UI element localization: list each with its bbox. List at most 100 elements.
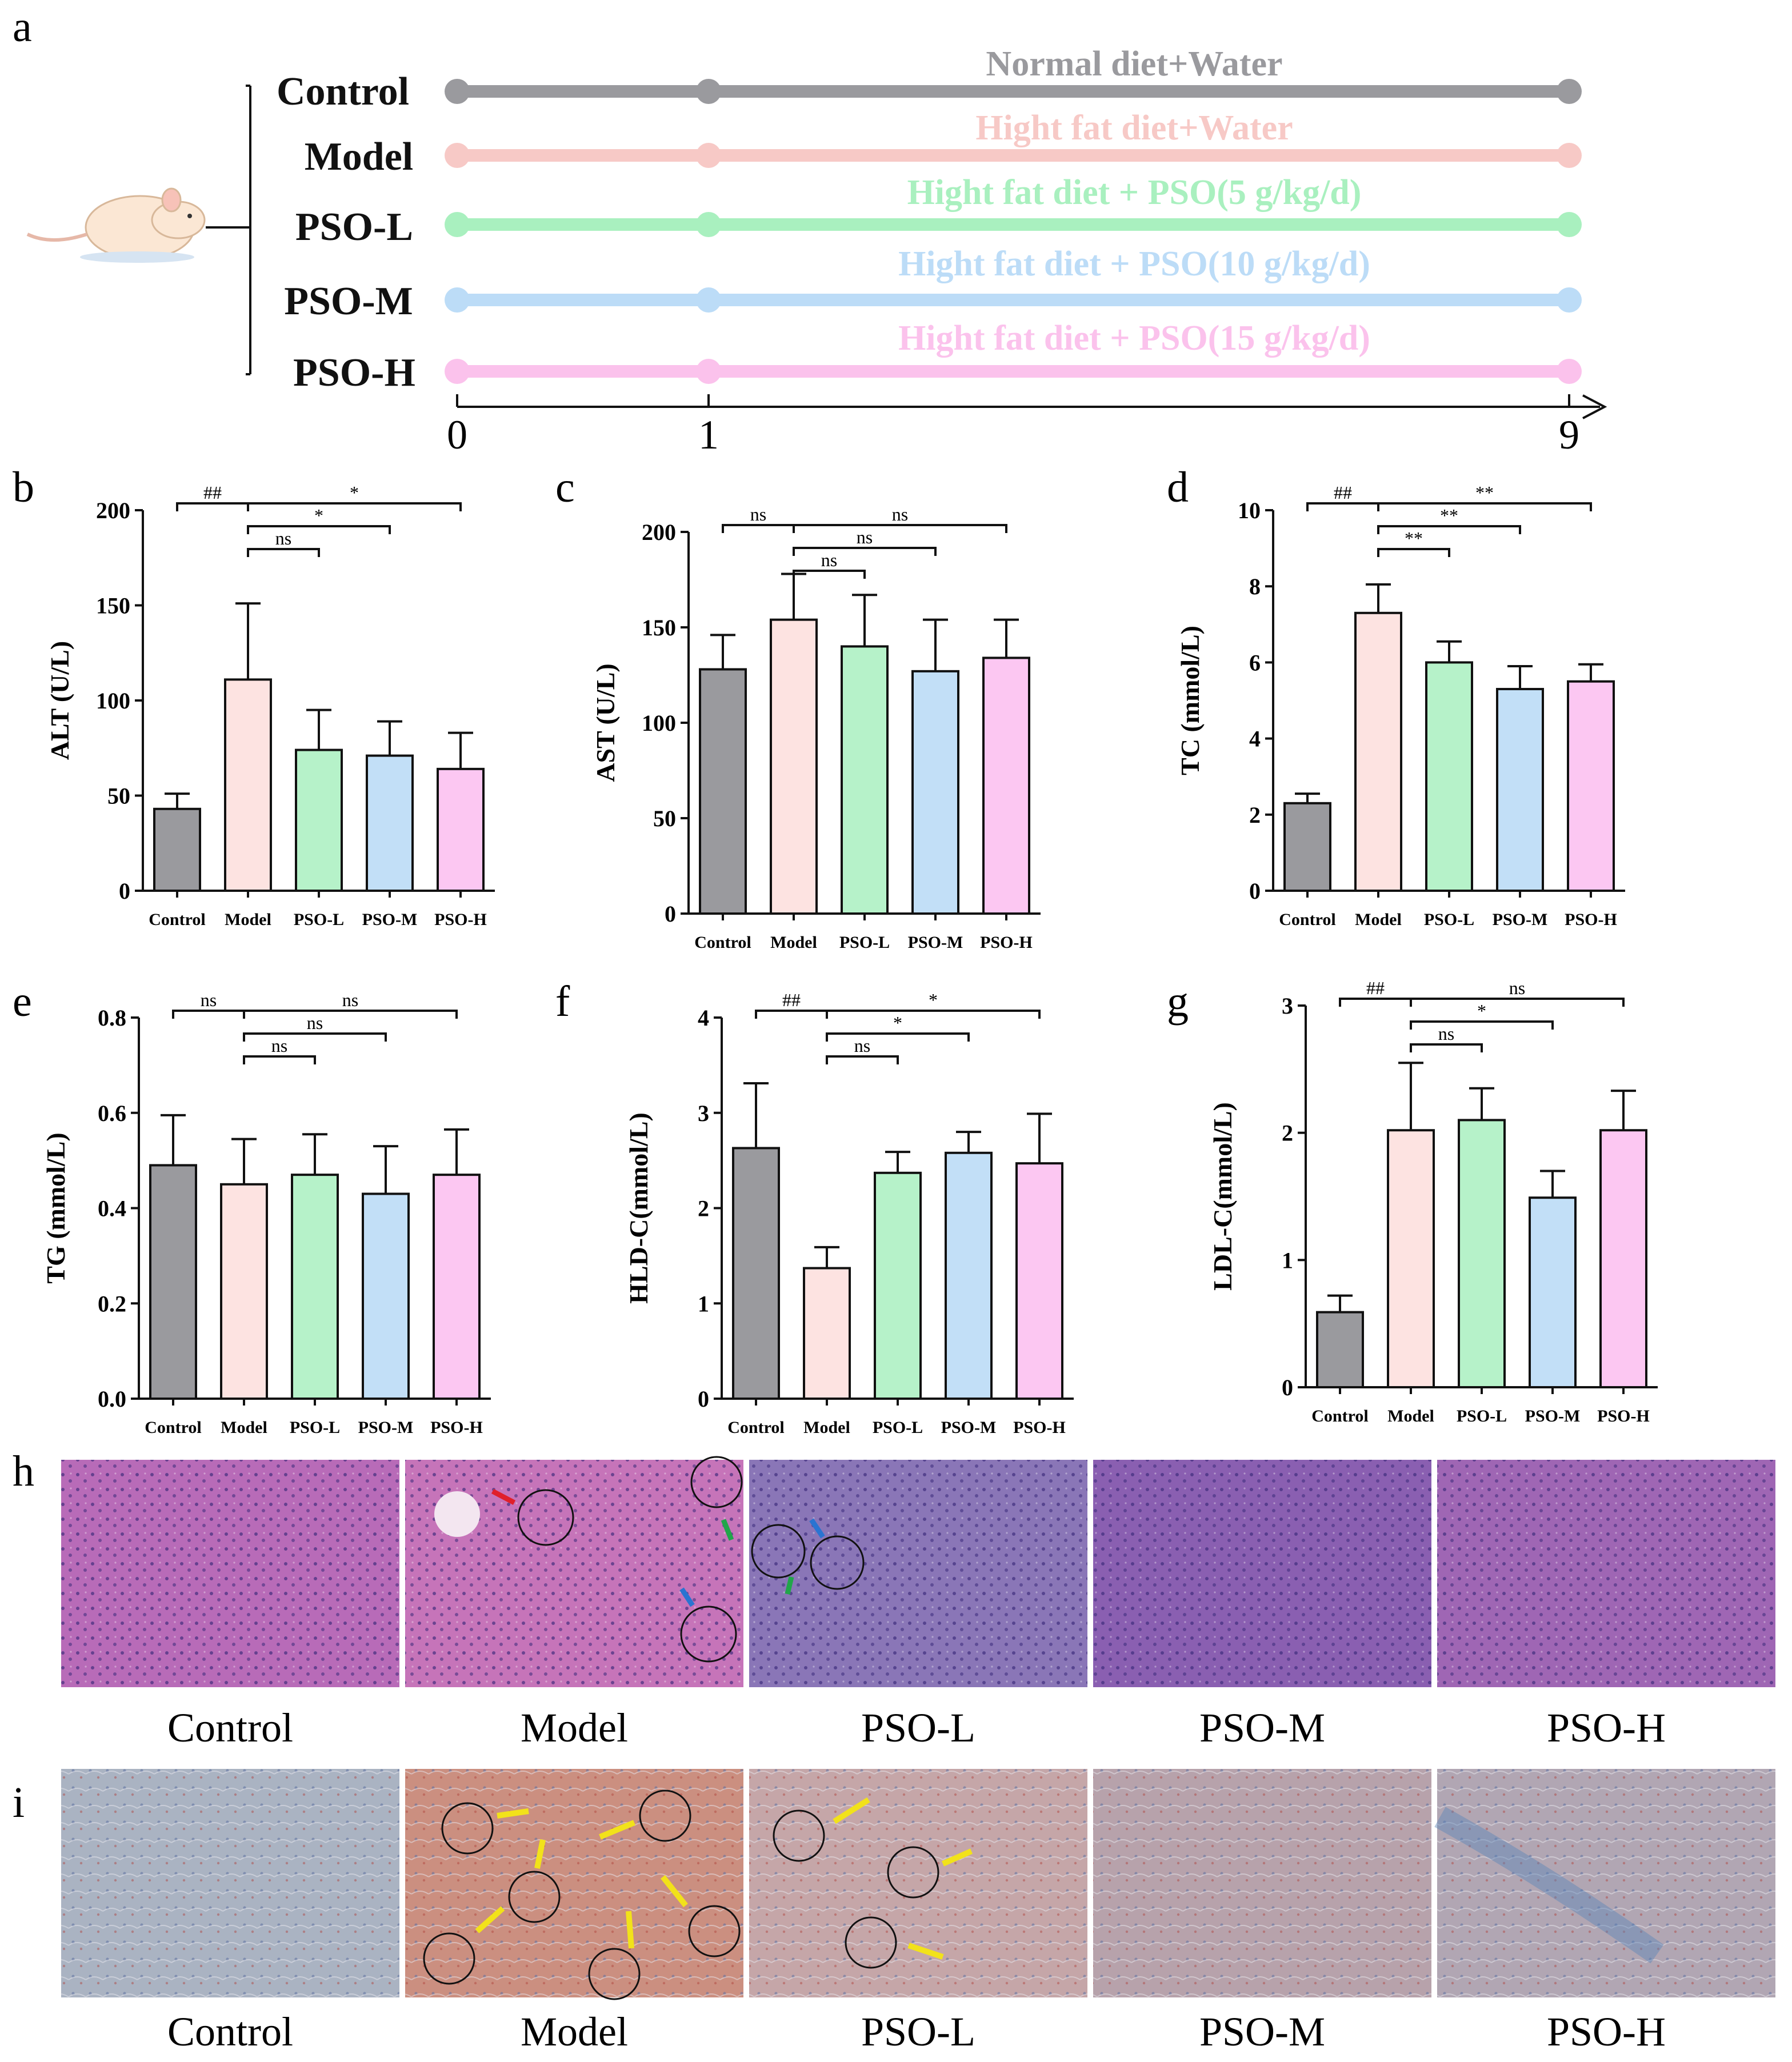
bar — [1015, 1162, 1063, 1400]
y-tick-label: 0 — [698, 1386, 709, 1412]
group-name: PSO-M — [284, 279, 413, 323]
bar — [841, 645, 889, 915]
significance-bracket — [1306, 502, 1379, 511]
bar — [362, 1192, 410, 1400]
x-tick-label: Model — [770, 933, 817, 952]
he-image-model: Model — [405, 1456, 743, 1751]
treatment-label: Normal diet+Water — [986, 45, 1282, 83]
y-tick-label: 10 — [1238, 498, 1261, 523]
significance-bracket — [722, 524, 795, 533]
significance-label: ns — [1438, 1023, 1454, 1044]
bar — [1316, 1311, 1364, 1389]
bar — [1425, 661, 1473, 892]
y-tick-label: 0.4 — [98, 1196, 126, 1222]
y-tick-label: 3 — [1282, 993, 1293, 1019]
group-line-pso-l: PSO-L Hight fat diet + PSO(5 g/kg/d) — [295, 173, 1582, 249]
panel-letter-i: i — [13, 1779, 25, 1827]
time-tick-label: 0 — [447, 412, 467, 458]
bar — [1496, 688, 1544, 892]
bar — [911, 670, 959, 915]
bar — [1387, 1129, 1435, 1389]
x-tick-label: PSO-H — [1013, 1418, 1066, 1437]
y-tick-label: 150 — [642, 615, 676, 640]
time-tick-label: 9 — [1559, 412, 1579, 458]
bar — [945, 1151, 993, 1400]
significance-label: ns — [201, 990, 217, 1010]
x-tick-label: Model — [803, 1418, 850, 1437]
group-line-control: Control Normal diet+Water — [277, 45, 1582, 114]
panel-letter-a: a — [13, 3, 32, 51]
bar — [732, 1147, 780, 1400]
y-axis-label: HLD-C(mmol/L) — [624, 1112, 653, 1304]
significance-label: ** — [1405, 528, 1423, 548]
significance-bracket — [793, 570, 866, 579]
significance-label: ** — [1440, 505, 1458, 526]
bar — [1529, 1196, 1577, 1388]
panel-letter-d: d — [1167, 463, 1189, 511]
significance-label: ns — [307, 1012, 323, 1033]
bar — [699, 668, 747, 915]
y-tick-label: 0.2 — [98, 1291, 126, 1316]
bar — [1599, 1129, 1647, 1389]
significance-label: ## — [1366, 978, 1385, 998]
caption: PSO-H — [1547, 2009, 1666, 2055]
chart-ldl-c: 0 1 2 3 LDL-C(mmol/L) Control Model PSO-L PSO-M P… — [1208, 978, 1658, 1426]
time-axis: 0 1 9 — [447, 394, 1607, 458]
significance-label: ns — [1509, 978, 1525, 998]
x-tick-label: Control — [727, 1418, 784, 1437]
y-axis-label: LDL-C(mmol/L) — [1208, 1102, 1237, 1291]
significance-bracket — [176, 502, 249, 511]
y-tick-label: 0 — [665, 901, 676, 927]
bar — [874, 1171, 922, 1400]
mouse-icon — [26, 187, 206, 263]
bar — [291, 1174, 339, 1400]
panel-a: a Control Normal diet+Water Model Hight … — [13, 3, 1607, 458]
chart-tg: 0.0 0.2 0.4 0.6 0.8 TG (mmol/L) Control Model PS… — [41, 990, 491, 1437]
x-tick-label: PSO-H — [980, 933, 1033, 952]
y-tick-label: 2 — [1249, 802, 1261, 828]
x-tick-label: PSO-M — [1525, 1407, 1581, 1426]
significance-label: ## — [782, 990, 801, 1010]
significance-label: ns — [854, 1035, 870, 1056]
x-tick-label: Control — [1279, 910, 1335, 929]
oil-image-pso-h: PSO-H — [1434, 1769, 1775, 2055]
significance-label: ns — [271, 1035, 287, 1056]
oil-image-control: Control — [61, 1769, 399, 2055]
significance-bracket — [172, 1010, 245, 1019]
y-tick-label: 50 — [107, 783, 130, 809]
y-tick-label: 1 — [698, 1291, 709, 1316]
x-tick-label: PSO-M — [358, 1418, 414, 1437]
y-tick-label: 0 — [119, 878, 130, 904]
significance-bracket — [1377, 525, 1521, 534]
bar — [437, 767, 485, 892]
caption: Model — [521, 1705, 628, 1751]
x-tick-label: Model — [221, 1418, 267, 1437]
y-axis-label: ALT (U/L) — [45, 641, 74, 760]
y-tick-label: 1 — [1282, 1247, 1293, 1273]
y-tick-label: 0.8 — [98, 1005, 126, 1031]
group-name: Control — [277, 70, 409, 114]
significance-label: * — [929, 990, 938, 1010]
chart-alt: 0 50 100 150 200 ALT (U/L) Control Model PSO-L PS… — [45, 482, 495, 929]
significance-label: ns — [275, 528, 291, 548]
x-tick-label: PSO-L — [290, 1418, 340, 1437]
significance-label: ## — [203, 482, 222, 503]
histology-oil-red-row: Control Model — [61, 1769, 1775, 2055]
oil-image-pso-m: PSO-M — [1093, 1769, 1431, 2055]
significance-bracket — [247, 502, 462, 511]
he-image-control: Control — [61, 1460, 399, 1751]
y-tick-label: 4 — [698, 1005, 709, 1031]
histology-he-row: Control Model PSO-L PSO-M — [61, 1456, 1775, 1751]
chart-hdl-c: 0 1 2 3 4 HLD-C(mmol/L) Control Model PSO-L PSO-M… — [624, 990, 1074, 1437]
significance-bracket — [826, 1010, 1041, 1019]
he-image-pso-h: PSO-H — [1437, 1460, 1775, 1751]
panel-letter-h: h — [13, 1447, 34, 1495]
treatment-label: Hight fat diet + PSO(5 g/kg/d) — [907, 173, 1362, 212]
bar — [366, 754, 414, 892]
x-tick-label: Model — [1355, 910, 1402, 929]
significance-bracket — [793, 547, 937, 556]
panel-letter-f: f — [555, 978, 570, 1026]
significance-bracket — [243, 1055, 316, 1064]
y-tick-label: 0 — [1249, 878, 1261, 904]
significance-bracket — [1377, 502, 1592, 511]
